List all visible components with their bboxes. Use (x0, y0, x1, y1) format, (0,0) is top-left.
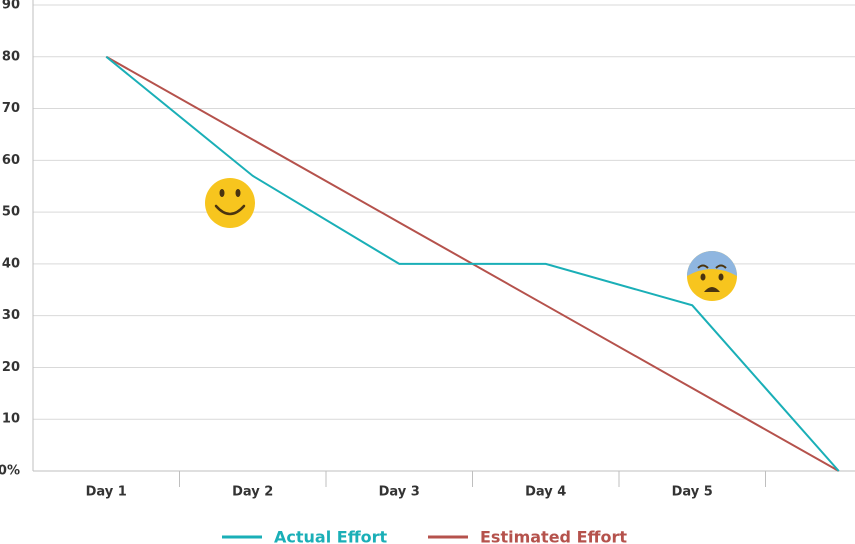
x-tick-label: Day 2 (232, 485, 273, 500)
x-tick-label: Day 3 (379, 485, 420, 500)
x-tick-label: Day 1 (86, 485, 127, 500)
y-tick-label: 80 (2, 49, 20, 64)
y-tick-label: 30 (2, 308, 20, 323)
y-tick-label: 40 (2, 256, 20, 271)
happy-emoji (205, 178, 255, 228)
y-tick-label: 50 (2, 205, 20, 220)
y-tick-label: 90 (2, 0, 20, 13)
y-tick-label: 20 (2, 360, 20, 375)
x-tick-label: Day 5 (672, 485, 713, 500)
x-tick-label: Day 4 (525, 485, 566, 500)
y-tick-label: 60 (2, 153, 20, 168)
worried-emoji (687, 251, 737, 301)
data-line (105, 56, 840, 472)
legend-label: Estimated Effort (480, 528, 627, 544)
y-tick-label: 10 (2, 412, 20, 427)
y-tick-label: 0% (0, 464, 20, 479)
y-tick-label: 70 (2, 101, 20, 116)
legend-label: Actual Effort (274, 528, 388, 544)
